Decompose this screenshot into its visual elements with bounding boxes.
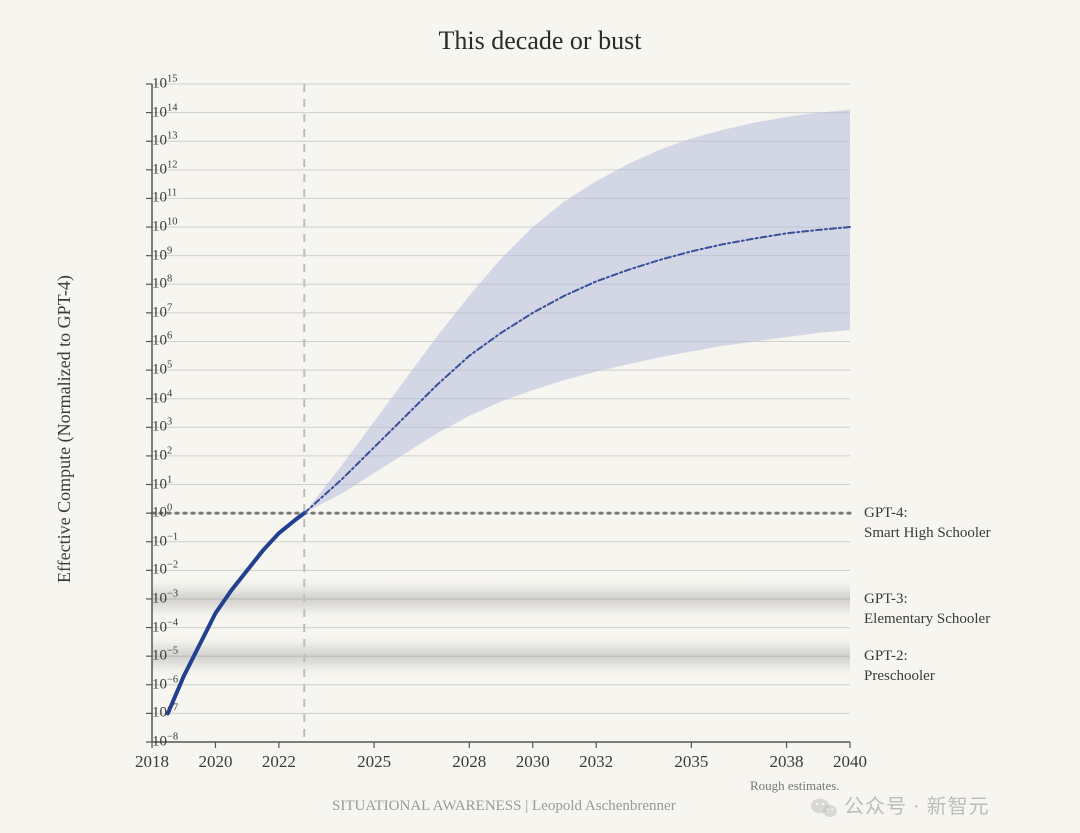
x-tick-label: 2028 [452,752,486,772]
plot-area [152,84,850,742]
annotation-gpt4-title: GPT-4: [864,505,908,521]
x-tick-label: 2035 [674,752,708,772]
annotation-gpt3-sub: Elementary Schooler [864,611,990,627]
x-tick-label: 2018 [135,752,169,772]
x-tick-label: 2020 [198,752,232,772]
attribution-text: SITUATIONAL AWARENESS | Leopold Aschenbr… [332,798,676,815]
annotation-gpt3-title: GPT-3: [864,591,908,607]
watermark: 公众号 · 新智元 [810,790,990,820]
plot-svg [152,84,850,742]
x-tick-label: 2022 [262,752,296,772]
annotation-gpt2: GPT-2: Preschooler [864,646,935,687]
x-tick-label: 2030 [516,752,550,772]
wechat-icon [810,796,838,820]
annotation-gpt2-title: GPT-2: [864,648,908,664]
annotation-gpt2-sub: Preschooler [864,668,935,684]
chart-container: 10−810−710−610−510−410−310−210−110010110… [0,0,1080,833]
y-axis-title: Effective Compute (Normalized to GPT-4) [54,275,75,583]
annotation-gpt3: GPT-3: Elementary Schooler [864,589,990,630]
x-tick-label: 2032 [579,752,613,772]
x-tick-label: 2038 [770,752,804,772]
watermark-text: 公众号 · 新智元 [844,796,990,818]
annotation-gpt4: GPT-4: Smart High Schooler [864,503,991,544]
annotation-gpt4-sub: Smart High Schooler [864,525,991,541]
x-tick-label: 2025 [357,752,391,772]
x-tick-label: 2040 [833,752,867,772]
